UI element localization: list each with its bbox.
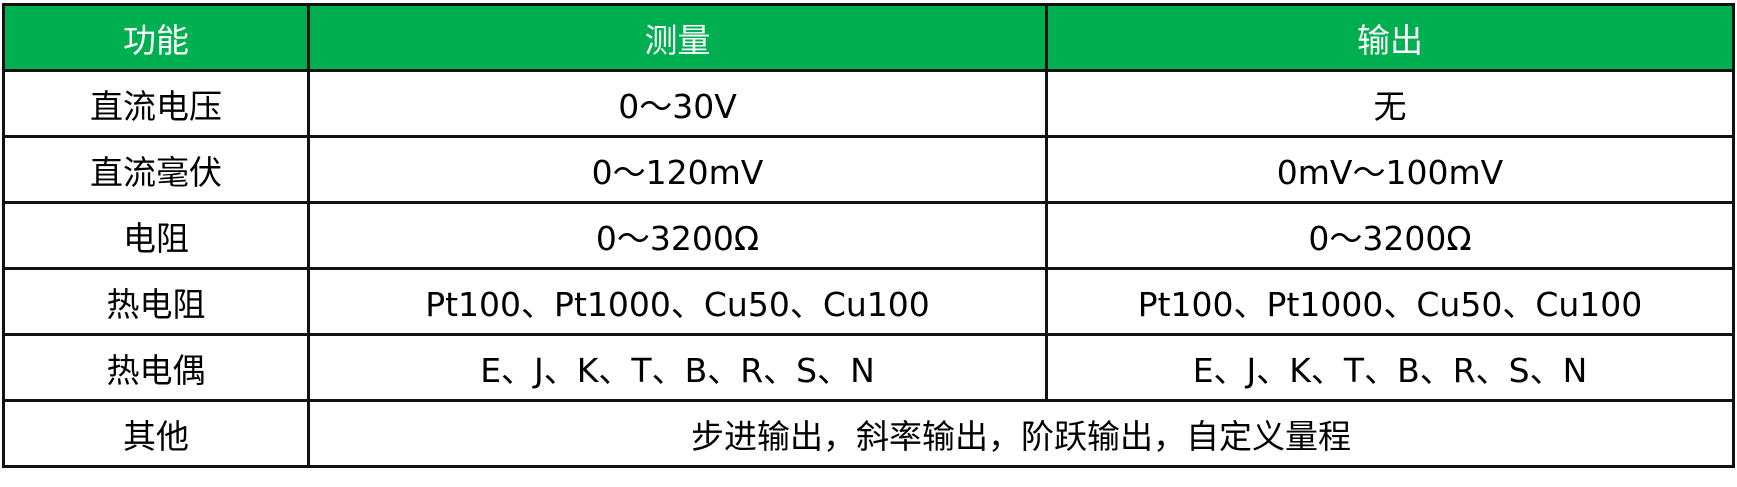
measure-cell: 0～120mV bbox=[307, 135, 1048, 204]
output-cell: Pt100、Pt1000、Cu50、Cu100 bbox=[1045, 267, 1735, 336]
output-cell: 无 bbox=[1045, 69, 1735, 138]
measure-cell: Pt100、Pt1000、Cu50、Cu100 bbox=[307, 267, 1048, 336]
measure-cell: 0～3200Ω bbox=[307, 201, 1048, 270]
function-cell: 电阻 bbox=[2, 201, 310, 270]
output-cell: 0～3200Ω bbox=[1045, 201, 1735, 270]
table-row: 热电阻 Pt100、Pt1000、Cu50、Cu100 Pt100、Pt1000… bbox=[2, 267, 1735, 336]
other-features-cell: 步进输出，斜率输出，阶跃输出，自定义量程 bbox=[307, 399, 1735, 468]
function-cell: 其他 bbox=[2, 399, 310, 468]
function-cell: 直流毫伏 bbox=[2, 135, 310, 204]
function-cell: 热电阻 bbox=[2, 267, 310, 336]
table-row: 电阻 0～3200Ω 0～3200Ω bbox=[2, 201, 1735, 270]
spec-table: 功能 测量 输出 直流电压 0～30V 无 直流毫伏 0～120mV 0mV～1… bbox=[2, 3, 1735, 468]
header-row: 功能 测量 输出 bbox=[2, 3, 1735, 72]
header-function: 功能 bbox=[2, 3, 310, 72]
table-row-other: 其他 步进输出，斜率输出，阶跃输出，自定义量程 bbox=[2, 399, 1735, 468]
header-output: 输出 bbox=[1045, 3, 1735, 72]
function-cell: 直流电压 bbox=[2, 69, 310, 138]
output-cell: E、J、K、T、B、R、S、N bbox=[1045, 333, 1735, 402]
table-row: 热电偶 E、J、K、T、B、R、S、N E、J、K、T、B、R、S、N bbox=[2, 333, 1735, 402]
table-row: 直流电压 0～30V 无 bbox=[2, 69, 1735, 138]
output-cell: 0mV～100mV bbox=[1045, 135, 1735, 204]
header-measure: 测量 bbox=[307, 3, 1048, 72]
measure-cell: 0～30V bbox=[307, 69, 1048, 138]
measure-cell: E、J、K、T、B、R、S、N bbox=[307, 333, 1048, 402]
table-row: 直流毫伏 0～120mV 0mV～100mV bbox=[2, 135, 1735, 204]
function-cell: 热电偶 bbox=[2, 333, 310, 402]
